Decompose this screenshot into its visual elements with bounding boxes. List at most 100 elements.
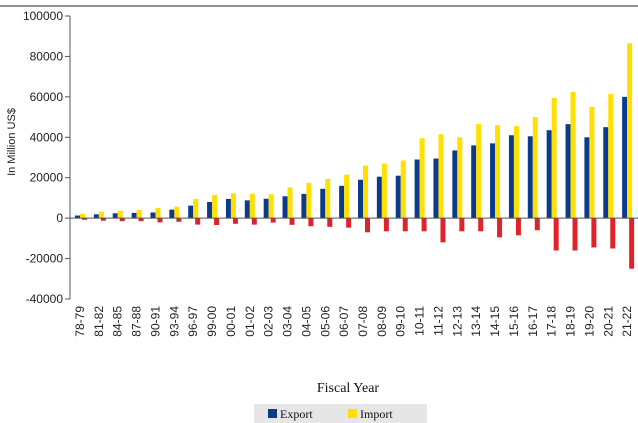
bar-export bbox=[93, 214, 99, 219]
x-tick-label: 84-85 bbox=[111, 306, 125, 337]
bar-import bbox=[249, 193, 255, 219]
x-tick-label: 05-06 bbox=[318, 306, 332, 337]
bar-trade-balance bbox=[534, 218, 540, 231]
bar-trade-balance bbox=[214, 218, 220, 226]
legend-label-export: Export bbox=[280, 407, 313, 421]
bar-trade-balance bbox=[610, 218, 616, 249]
bar-export bbox=[565, 124, 571, 219]
bar-trade-balance bbox=[383, 218, 389, 232]
bar-export bbox=[584, 137, 590, 219]
bar-export bbox=[131, 212, 137, 219]
bar-export bbox=[263, 198, 269, 219]
x-tick-label: 16-17 bbox=[526, 306, 540, 337]
bar-import bbox=[608, 93, 614, 219]
bar-import bbox=[363, 165, 368, 219]
bar-import bbox=[212, 194, 218, 219]
bar-import bbox=[230, 193, 236, 219]
y-axis-label: In Million US$ bbox=[6, 108, 18, 176]
bar-trade-balance bbox=[459, 218, 465, 232]
x-tick-label: 15-16 bbox=[507, 306, 521, 337]
bar-import bbox=[438, 134, 444, 219]
x-tick-label: 02-03 bbox=[262, 306, 276, 337]
bar-trade-balance bbox=[497, 218, 503, 238]
y-tick-label: 80000 bbox=[30, 49, 64, 63]
x-tick-label: 11-12 bbox=[431, 306, 445, 336]
bar-export bbox=[414, 159, 420, 219]
bar-export bbox=[320, 188, 326, 219]
bar-trade-balance bbox=[100, 218, 106, 221]
y-tick-label: 0 bbox=[56, 211, 63, 225]
bar-trade-balance bbox=[251, 218, 257, 225]
x-tick-label: 01-02 bbox=[243, 306, 257, 337]
bar-export bbox=[603, 127, 609, 219]
legend-swatch-export bbox=[268, 409, 277, 418]
bar-import bbox=[551, 97, 557, 219]
bar-import bbox=[98, 211, 104, 219]
x-tick-label: 09-10 bbox=[394, 306, 408, 337]
x-tick-label: 10-11 bbox=[413, 306, 427, 336]
bar-import bbox=[268, 194, 274, 219]
bar-trade-balance bbox=[402, 218, 408, 232]
x-tick-label: 19-20 bbox=[582, 306, 596, 337]
x-tick-label: 00-01 bbox=[224, 306, 238, 337]
bar-import bbox=[193, 198, 199, 219]
bar-import bbox=[325, 178, 331, 219]
x-tick-label: 96-97 bbox=[186, 306, 200, 337]
y-tick-label: -40000 bbox=[26, 292, 64, 306]
bar-import bbox=[287, 187, 293, 219]
bar-export bbox=[112, 213, 118, 219]
legend-swatch-import bbox=[348, 409, 357, 418]
bar-trade-balance bbox=[346, 218, 352, 228]
y-tick-label: 20000 bbox=[30, 171, 64, 185]
x-tick-label: 93-94 bbox=[167, 306, 181, 337]
bar-import bbox=[174, 206, 180, 219]
bar-export bbox=[471, 145, 477, 219]
bar-trade-balance bbox=[308, 218, 314, 227]
bar-trade-balance bbox=[289, 218, 295, 225]
bar-export bbox=[75, 215, 80, 219]
bar-trade-balance bbox=[572, 218, 578, 251]
bar-trade-balance bbox=[440, 218, 446, 243]
bar-export bbox=[150, 212, 156, 219]
bar-import bbox=[532, 117, 538, 219]
bar-trade-balance bbox=[270, 218, 276, 223]
x-tick-label: 99-00 bbox=[205, 306, 219, 337]
legend-label-import: Import bbox=[360, 407, 393, 421]
bar-export bbox=[490, 143, 496, 219]
bar-trade-balance bbox=[515, 218, 521, 236]
bar-trade-balance bbox=[82, 218, 87, 220]
y-tick-label: 100000 bbox=[23, 9, 63, 23]
bar-export bbox=[169, 209, 175, 219]
x-tick-label: 04-05 bbox=[299, 306, 313, 337]
x-tick-label: 20-21 bbox=[601, 306, 615, 337]
x-tick-label: 06-07 bbox=[337, 306, 351, 337]
bar-import bbox=[513, 126, 519, 219]
bar-export bbox=[339, 185, 345, 219]
bar-import bbox=[627, 43, 633, 219]
bar-trade-balance bbox=[327, 218, 333, 227]
bar-import bbox=[381, 163, 387, 219]
bar-trade-balance bbox=[157, 218, 163, 223]
legend: Export Import bbox=[254, 404, 427, 423]
bar-trade-balance bbox=[629, 218, 635, 269]
x-axis-label: Fiscal Year bbox=[317, 381, 380, 396]
bar-import bbox=[155, 208, 161, 219]
x-tick-label: 87-88 bbox=[130, 306, 144, 337]
x-tick-label: 17-18 bbox=[545, 306, 559, 337]
bar-import bbox=[589, 106, 595, 219]
bar-trade-balance bbox=[119, 218, 125, 222]
bar-trade-balance bbox=[195, 218, 201, 225]
x-axis-ticks: 78-79 81-82 84-85 87-88 90-91 93-94 96-97 99-00… bbox=[73, 306, 634, 337]
legend-background bbox=[254, 404, 427, 423]
x-tick-label: 07-08 bbox=[356, 306, 370, 337]
bar-export bbox=[546, 130, 552, 219]
x-tick-label: 21-22 bbox=[620, 306, 634, 337]
bar-export bbox=[622, 96, 628, 219]
bar-trade-balance bbox=[591, 218, 597, 248]
bar-export bbox=[433, 158, 439, 219]
bar-import bbox=[400, 160, 406, 219]
bar-import bbox=[476, 124, 482, 219]
x-tick-label: 18-19 bbox=[564, 306, 578, 337]
bar-trade-balance bbox=[176, 218, 182, 222]
